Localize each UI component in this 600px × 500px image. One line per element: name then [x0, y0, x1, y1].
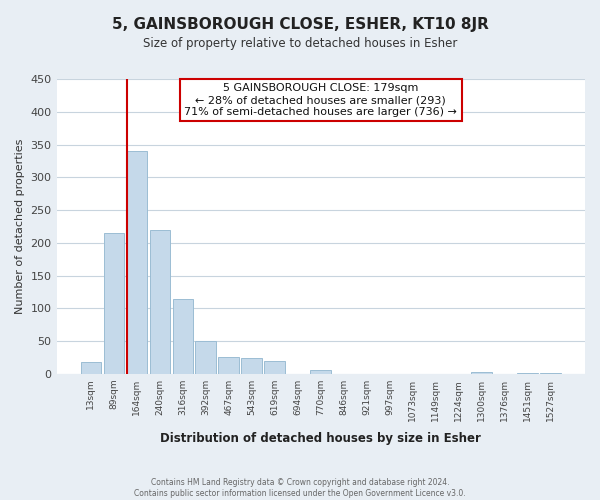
Bar — [80, 362, 101, 374]
X-axis label: Distribution of detached houses by size in Esher: Distribution of detached houses by size … — [160, 432, 481, 445]
Text: Contains HM Land Registry data © Crown copyright and database right 2024.
Contai: Contains HM Land Registry data © Crown c… — [134, 478, 466, 498]
Bar — [241, 358, 262, 374]
Bar — [472, 372, 492, 374]
Bar — [218, 357, 239, 374]
Bar — [265, 362, 285, 374]
Y-axis label: Number of detached properties: Number of detached properties — [15, 139, 25, 314]
Bar — [149, 230, 170, 374]
Text: 5, GAINSBOROUGH CLOSE, ESHER, KT10 8JR: 5, GAINSBOROUGH CLOSE, ESHER, KT10 8JR — [112, 18, 488, 32]
Bar — [196, 341, 216, 374]
Bar — [540, 372, 561, 374]
Bar — [517, 372, 538, 374]
Text: Size of property relative to detached houses in Esher: Size of property relative to detached ho… — [143, 38, 457, 51]
Bar — [104, 233, 124, 374]
Bar — [173, 298, 193, 374]
Text: 5 GAINSBOROUGH CLOSE: 179sqm
← 28% of detached houses are smaller (293)
71% of s: 5 GAINSBOROUGH CLOSE: 179sqm ← 28% of de… — [184, 84, 457, 116]
Bar — [310, 370, 331, 374]
Bar — [127, 151, 147, 374]
